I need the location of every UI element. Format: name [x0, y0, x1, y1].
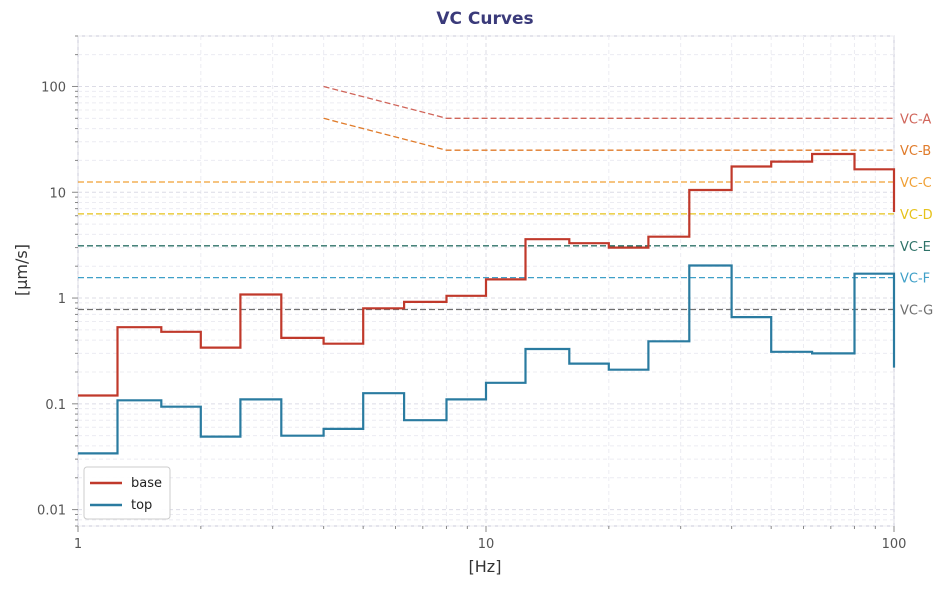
y-tick-label: 0.01 — [37, 504, 66, 519]
series-base-line — [78, 152, 896, 397]
series-lines — [78, 152, 896, 455]
vc-a-label: VC-A — [900, 112, 931, 127]
x-tick-label: 1 — [74, 537, 82, 552]
y-tick-label: 100 — [41, 80, 66, 95]
vc-a-line — [323, 85, 894, 119]
vc-e-label: VC-E — [900, 240, 931, 255]
vc-curves: VC-A VC-B VC-C VC-D VC-E VC-F VC-G — [78, 85, 933, 318]
legend-box — [83, 466, 171, 520]
legend: base top — [83, 466, 171, 520]
vc-b-label: VC-B — [900, 144, 931, 159]
vc-g-label: VC-G — [900, 303, 933, 318]
y-tick-label: 10 — [49, 186, 66, 201]
y-tick-label: 0.1 — [45, 398, 66, 413]
y-axis-label: [µm/s] — [12, 244, 31, 296]
chart-title: VC Curves — [436, 9, 533, 29]
vc-d-label: VC-D — [900, 208, 933, 223]
axes: 1 10 100 0.01 0.1 1 10 100 — [37, 35, 907, 552]
series-top-line — [78, 264, 896, 455]
vc-f-label: VC-F — [900, 272, 930, 287]
x-tick-label: 100 — [882, 537, 907, 552]
vc-b-line — [323, 117, 894, 151]
legend-label-base: base — [131, 476, 162, 491]
legend-label-top: top — [131, 498, 152, 513]
vc-c-label: VC-C — [900, 176, 932, 191]
x-axis-label: [Hz] — [469, 557, 502, 576]
x-tick-label: 10 — [478, 537, 495, 552]
y-tick-label: 1 — [58, 292, 66, 307]
